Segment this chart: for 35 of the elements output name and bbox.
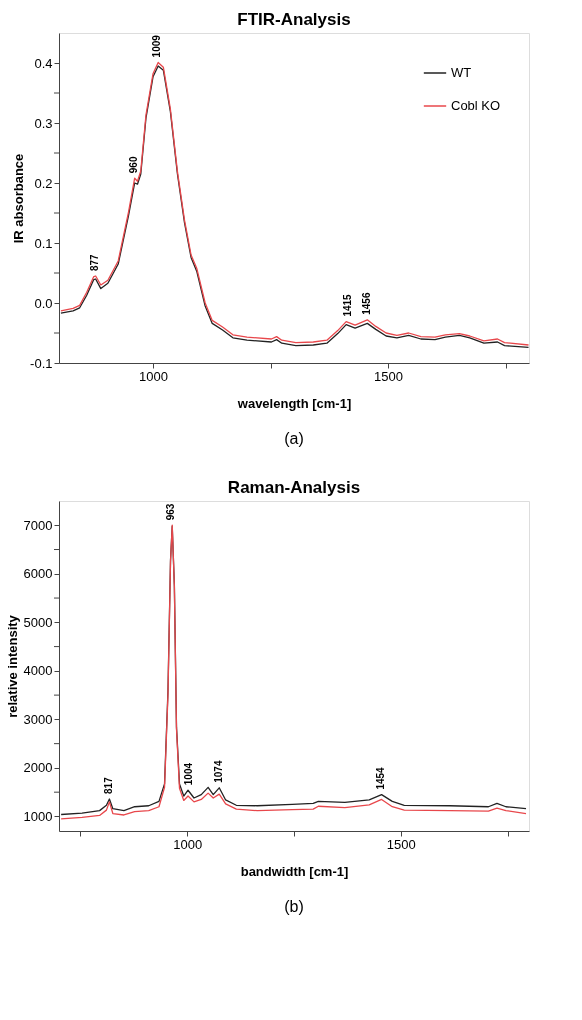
legend-label: Cobl KO [451,98,501,113]
annotation: 1454 [375,766,387,790]
annotation: 1004 [182,762,194,786]
y-tick-label: 4000 [23,663,53,679]
y-tick-label: 7000 [23,517,53,533]
y-axis-title: relative intensity [4,614,20,718]
text: (a) [284,430,304,447]
chart-title: FTIR-Analysis [237,10,351,29]
y-tick-label: -0.1 [30,355,53,371]
annotation: 1415 [342,293,354,317]
y-tick-label: 0.0 [34,295,53,311]
annotation: 1456 [361,292,373,315]
x-axis-title: wavelength [cm-1] [236,395,352,411]
y-axis-title: IR absorbance [11,153,27,244]
text: (b) [284,898,304,915]
x-tick-label: 1500 [386,836,416,852]
chart-title: Raman-Analysis [227,478,361,497]
y-tick-label: 3000 [23,711,53,727]
annotation: 960 [128,156,140,174]
y-tick-label: 0.4 [34,55,53,71]
y-tick-label: 0.2 [34,175,53,191]
y-tick-label: 0.3 [34,115,53,131]
annotation: 1009 [151,34,163,58]
legend-label: WT [451,65,472,80]
x-tick-label: 1500 [374,368,403,384]
x-axis-title: bandwidth [cm-1] [240,863,349,879]
annotation: 1074 [212,760,224,783]
annotation: 817 [102,776,114,794]
y-tick-label: 0.1 [34,235,53,251]
annotation: 963 [165,503,177,521]
y-tick-label: 5000 [23,614,53,630]
annotation: 877 [89,253,101,271]
y-tick-label: 1000 [23,808,53,824]
y-tick-label: 6000 [23,566,53,582]
y-tick-label: 2000 [23,760,53,776]
